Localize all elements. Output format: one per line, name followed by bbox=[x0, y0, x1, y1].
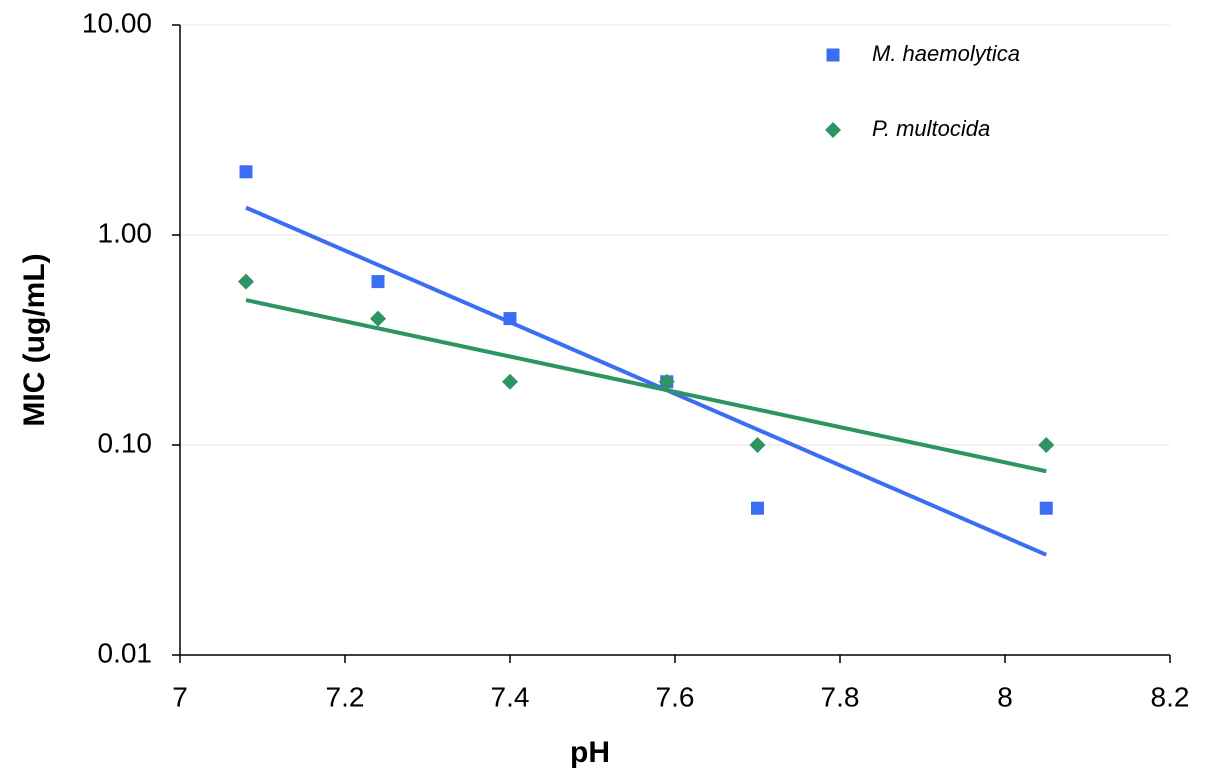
y-axis-title: MIC (ug/mL) bbox=[18, 253, 51, 426]
trendline bbox=[245, 205, 1048, 557]
x-tick-label: 7.6 bbox=[656, 681, 695, 712]
point bbox=[658, 373, 675, 390]
legend-label: P. multocida bbox=[872, 116, 990, 141]
legend-marker bbox=[825, 122, 841, 138]
y-tick-label: 10.00 bbox=[82, 7, 152, 38]
point bbox=[371, 275, 385, 289]
point bbox=[749, 437, 766, 453]
x-axis-title: pH bbox=[570, 736, 610, 769]
trendline bbox=[245, 298, 1047, 474]
point bbox=[502, 373, 518, 390]
legend-marker bbox=[826, 48, 840, 62]
legend-label: M. haemolytica bbox=[872, 41, 1020, 66]
point bbox=[1039, 501, 1053, 515]
y-tick-label: 1.00 bbox=[98, 217, 153, 248]
point bbox=[751, 501, 764, 515]
point bbox=[239, 165, 253, 179]
x-tick-label: 7.4 bbox=[491, 681, 530, 712]
y-tick-label: 0.01 bbox=[98, 637, 153, 668]
x-tick-label: 7 bbox=[172, 681, 188, 712]
x-tick-label: 7.2 bbox=[326, 681, 365, 712]
point bbox=[370, 310, 386, 327]
point bbox=[1038, 437, 1055, 453]
x-tick-label: 8 bbox=[997, 681, 1013, 712]
point bbox=[503, 312, 517, 326]
point bbox=[238, 273, 254, 290]
x-tick-label: 7.8 bbox=[821, 681, 860, 712]
x-tick-label: 8.2 bbox=[1151, 681, 1190, 712]
y-tick-label: 0.10 bbox=[98, 427, 153, 458]
